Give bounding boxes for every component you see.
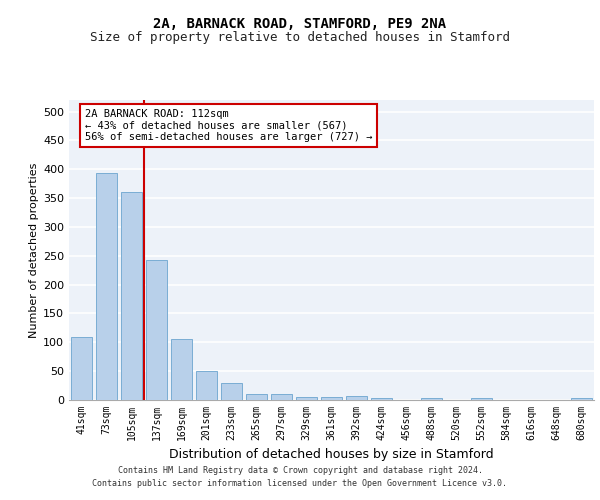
Text: 2A BARNACK ROAD: 112sqm
← 43% of detached houses are smaller (567)
56% of semi-d: 2A BARNACK ROAD: 112sqm ← 43% of detache… (85, 109, 372, 142)
Bar (246, 394, 267, 400)
Bar (296, 396, 317, 400)
Bar (471, 398, 492, 400)
Bar (121, 192, 142, 400)
Bar (196, 371, 217, 400)
Bar (221, 382, 242, 400)
Bar (146, 260, 167, 400)
Bar (421, 398, 442, 400)
Bar (571, 398, 592, 400)
Bar (346, 396, 367, 400)
Text: Size of property relative to detached houses in Stamford: Size of property relative to detached ho… (90, 31, 510, 44)
Bar (96, 174, 117, 400)
X-axis label: Distribution of detached houses by size in Stamford: Distribution of detached houses by size … (169, 448, 494, 462)
Bar (321, 396, 342, 400)
Bar (271, 394, 292, 400)
Bar (71, 336, 92, 400)
Bar (371, 398, 392, 400)
Text: 2A, BARNACK ROAD, STAMFORD, PE9 2NA: 2A, BARNACK ROAD, STAMFORD, PE9 2NA (154, 18, 446, 32)
Bar (171, 340, 192, 400)
Text: Contains HM Land Registry data © Crown copyright and database right 2024.
Contai: Contains HM Land Registry data © Crown c… (92, 466, 508, 487)
Y-axis label: Number of detached properties: Number of detached properties (29, 162, 39, 338)
